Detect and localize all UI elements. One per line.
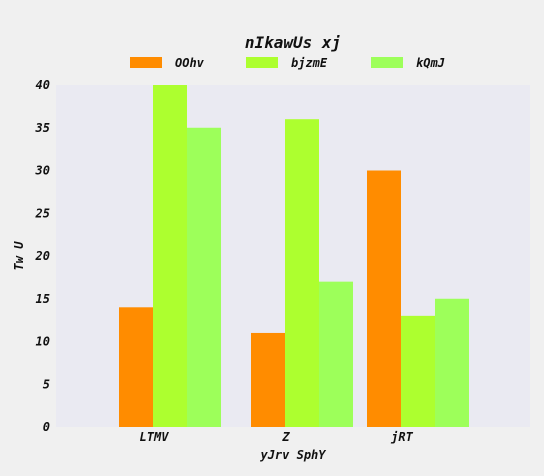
bar-bjzmE-LTMV xyxy=(153,85,187,427)
bar-bjzmE-Z xyxy=(285,119,319,427)
legend-swatch-OOhv xyxy=(130,57,162,68)
legend-swatch-kQmJ xyxy=(371,57,403,68)
x-tick-label: jRT xyxy=(390,430,413,444)
x-tick-label: Z xyxy=(281,430,290,444)
y-tick-label: 35 xyxy=(35,121,50,135)
x-axis-label: yJrv SphY xyxy=(259,448,326,462)
bar-bjzmE-jRT xyxy=(401,315,435,427)
y-tick-label: 20 xyxy=(35,249,50,263)
y-tick-label: 0 xyxy=(43,420,50,434)
legend-label-kQmJ: kQmJ xyxy=(416,56,445,70)
bar-OOhv-Z xyxy=(251,332,285,427)
y-axis-ticks: 0 5 10 15 20 25 30 35 40 xyxy=(35,78,50,434)
bar-kQmJ-Z xyxy=(319,281,353,427)
y-tick-label: 30 xyxy=(35,164,50,178)
y-tick-label: 40 xyxy=(36,78,50,92)
bars xyxy=(119,85,469,427)
x-tick-label: LTMV xyxy=(140,430,170,444)
bar-kQmJ-LTMV xyxy=(187,127,221,427)
y-tick-label: 15 xyxy=(36,292,50,306)
y-tick-label: 25 xyxy=(35,206,50,220)
y-axis-label: Tw U xyxy=(12,241,26,271)
bar-OOhv-LTMV xyxy=(119,307,153,427)
legend-label-OOhv: OOhv xyxy=(175,56,205,70)
chart-title: nIkawUs xj xyxy=(245,33,341,52)
y-tick-label: 10 xyxy=(36,335,50,349)
legend-swatch-bjzmE xyxy=(246,57,278,68)
legend-label-bjzmE: bjzmE xyxy=(291,56,328,70)
y-tick-label: 5 xyxy=(43,377,50,391)
legend: OOhv bjzmE kQmJ xyxy=(130,56,445,70)
bar-OOhv-jRT xyxy=(367,170,401,427)
bar-kQmJ-jRT xyxy=(435,298,469,427)
